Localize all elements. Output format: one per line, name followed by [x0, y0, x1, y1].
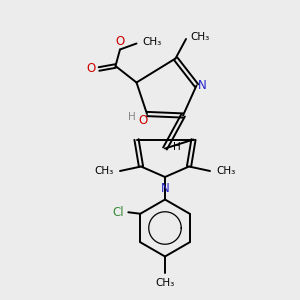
Text: N: N	[197, 79, 206, 92]
Text: CH₃: CH₃	[94, 166, 113, 176]
Text: O: O	[116, 35, 124, 48]
Text: H: H	[128, 112, 136, 122]
Text: CH₃: CH₃	[190, 32, 210, 43]
Text: N: N	[160, 182, 169, 195]
Text: CH₃: CH₃	[142, 37, 162, 47]
Text: O: O	[139, 114, 148, 127]
Text: CH₃: CH₃	[155, 278, 175, 288]
Text: H: H	[173, 142, 181, 152]
Text: Cl: Cl	[112, 206, 124, 219]
Text: O: O	[86, 62, 95, 76]
Text: CH₃: CH₃	[217, 166, 236, 176]
